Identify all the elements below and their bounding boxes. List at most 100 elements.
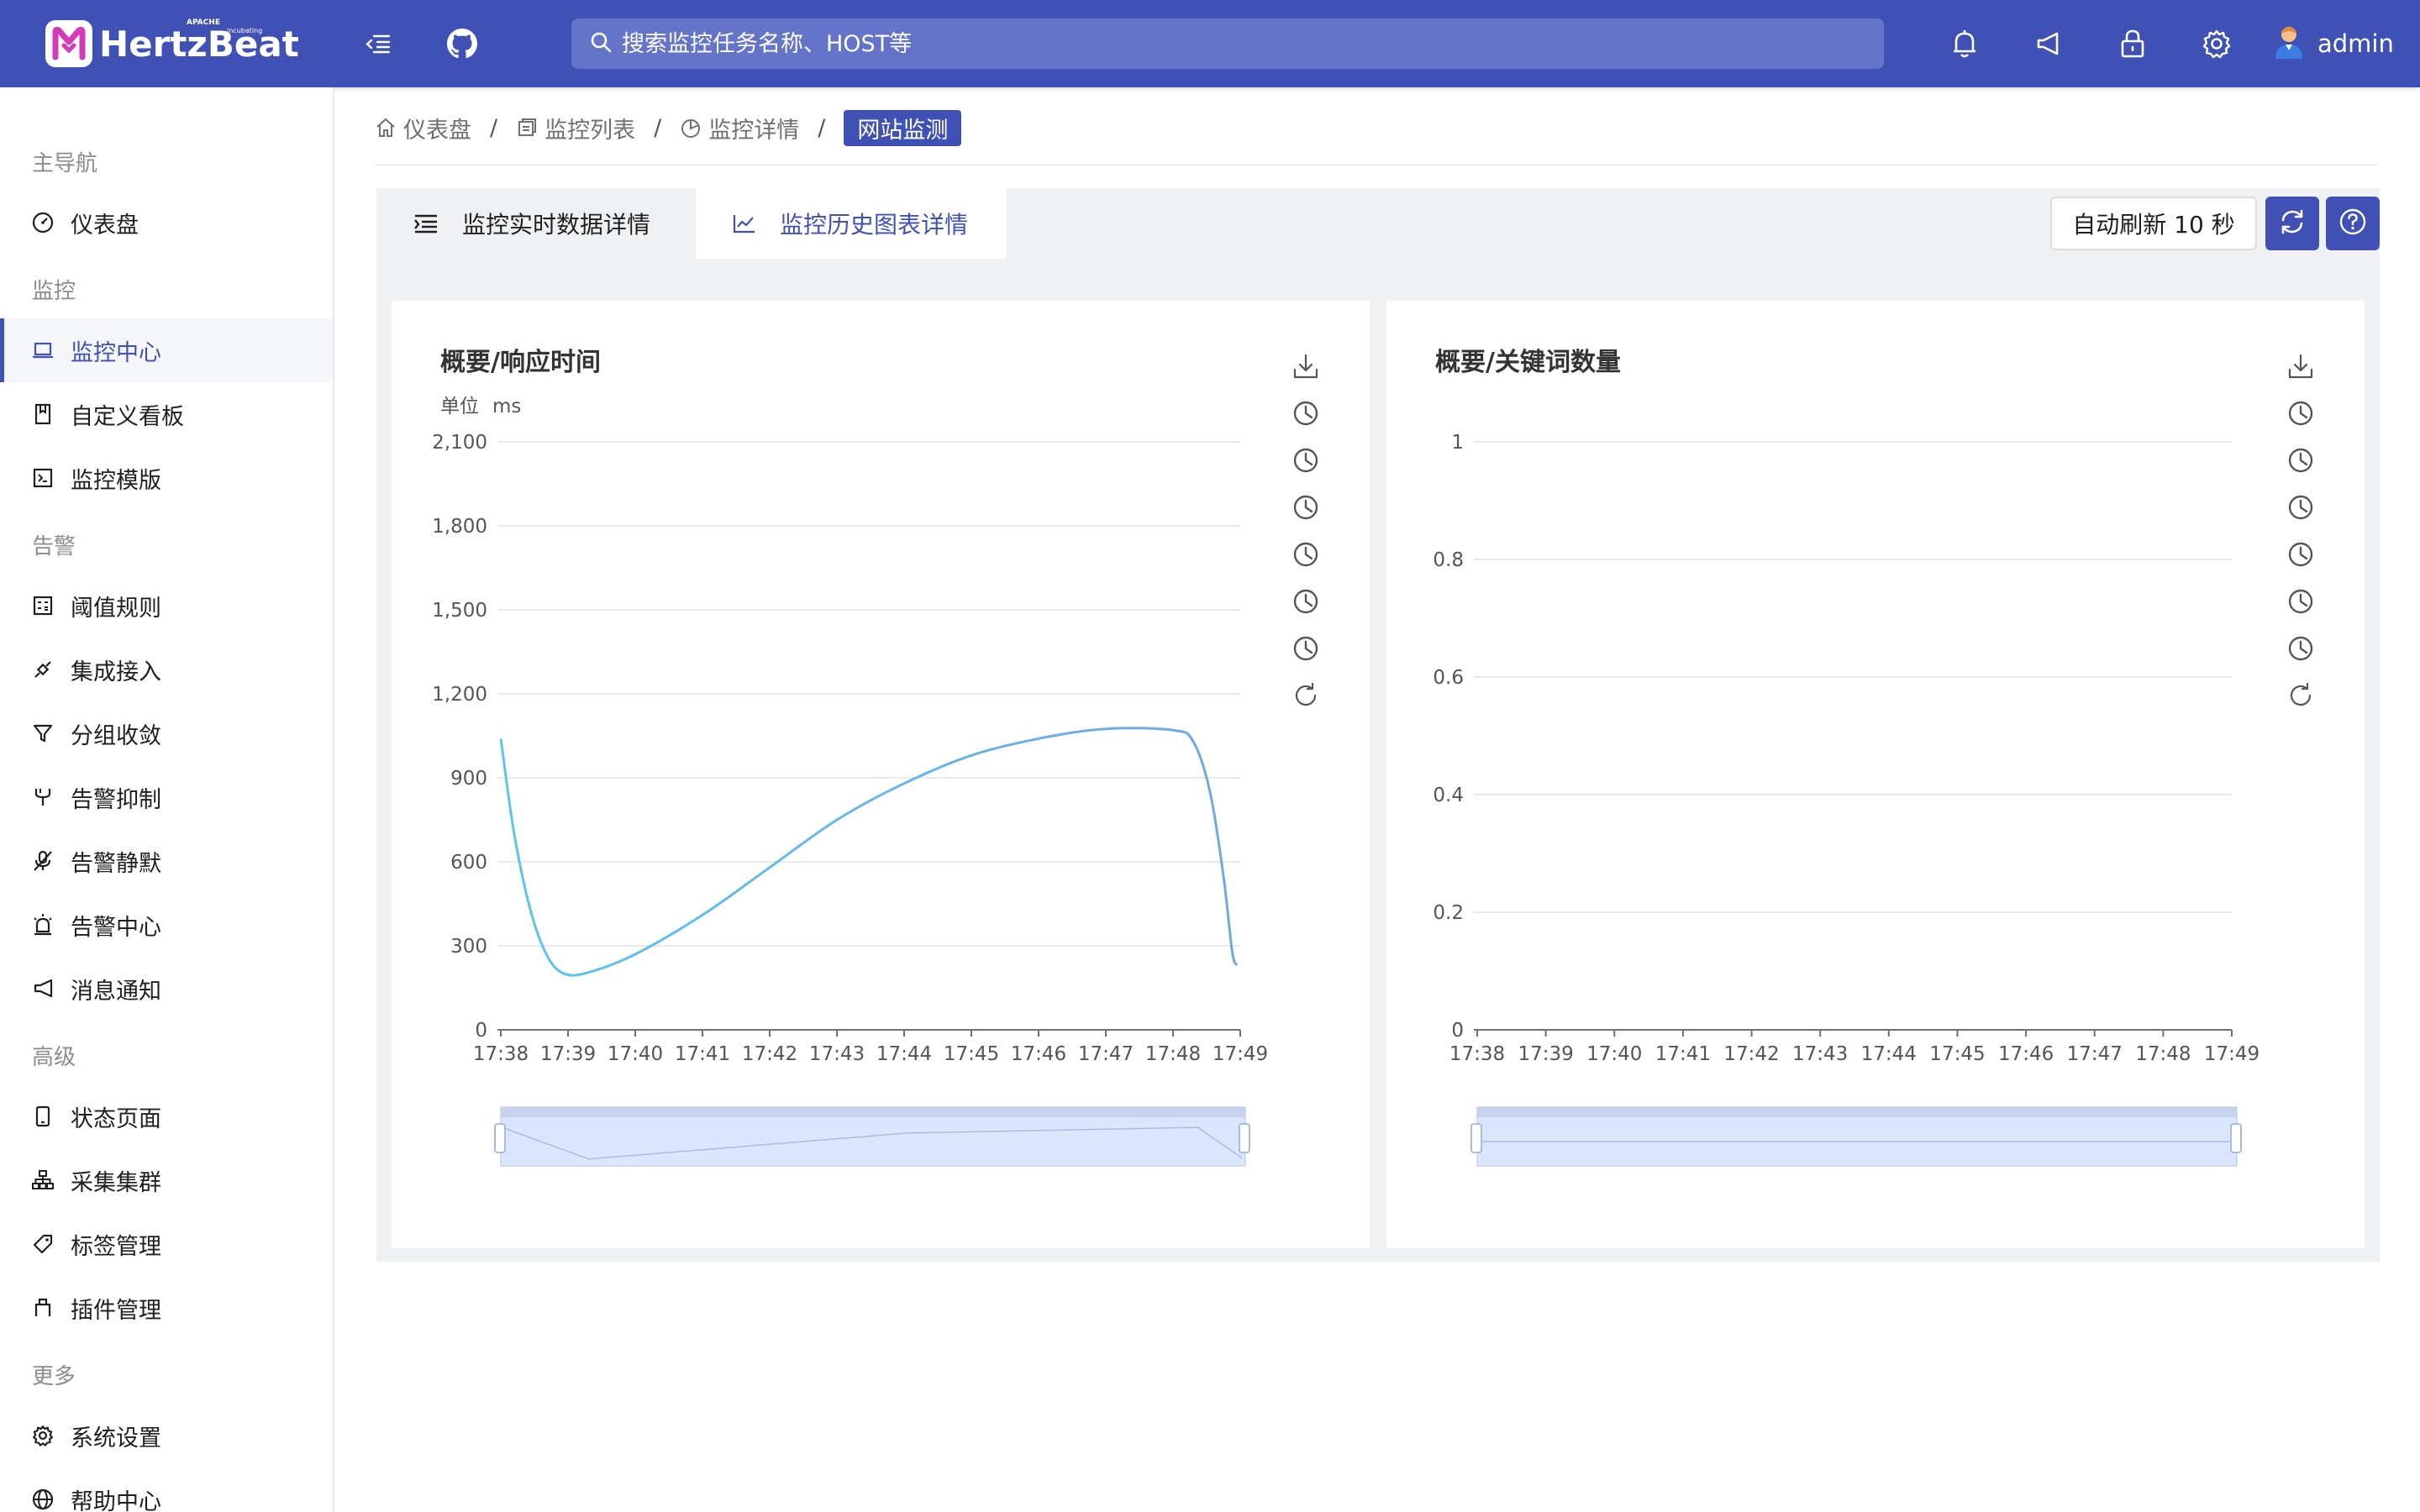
refresh-button[interactable] [2265, 197, 2319, 250]
clock-icon[interactable] [2286, 539, 2316, 570]
breadcrumb-separator: / [490, 114, 498, 141]
x-tick-label: 17:40 [608, 1043, 663, 1065]
x-tick-label: 17:41 [1655, 1043, 1711, 1065]
filter-icon [32, 722, 54, 744]
keyword-count-chart: 0 0.2 0.4 0.6 0.8 1 17:38 17:39 17:40 17:41 17:42 1… [1433, 432, 2260, 1167]
sidebar-item-label: 告警静默 [71, 850, 161, 877]
clock-icon[interactable] [1291, 633, 1321, 664]
datazoom-header[interactable] [501, 1107, 1245, 1117]
sidebar-item-tag-manage[interactable]: 标签管理 [0, 1212, 333, 1276]
sound-icon[interactable] [2030, 25, 2067, 62]
tag-icon [32, 1233, 54, 1255]
x-tick-label: 17:38 [473, 1043, 529, 1065]
nav-group-alert: 告警 [32, 534, 76, 559]
sidebar-item-group-converge[interactable]: 分组收敛 [0, 701, 333, 765]
x-tick-label: 17:40 [1586, 1043, 1642, 1065]
clock-icon[interactable] [2286, 633, 2316, 664]
clock-icon[interactable] [1291, 445, 1321, 475]
sidebar-item-label: 监控中心 [71, 339, 161, 366]
chart-unit: 单位 ms [440, 390, 521, 418]
sidebar-item-collector-cluster[interactable]: 采集集群 [0, 1148, 333, 1212]
logo[interactable]: HertzBeat [45, 18, 299, 69]
sidebar-item-status-page[interactable]: 状态页面 [0, 1084, 333, 1148]
tab-label: 监控实时数据详情 [462, 211, 651, 239]
setting-icon [32, 1425, 54, 1446]
datazoom-handle-right[interactable] [2230, 1123, 2242, 1153]
github-icon[interactable] [444, 25, 481, 62]
breadcrumb-current: 网站监测 [844, 109, 962, 146]
sidebar-item-notification[interactable]: 消息通知 [0, 957, 333, 1021]
plugin-icon [32, 1297, 54, 1319]
x-tick-label: 17:43 [1792, 1043, 1848, 1065]
tab-history-chart[interactable]: 监控历史图表详情 [696, 188, 1007, 259]
datazoom-handle-right[interactable] [1239, 1123, 1250, 1153]
y-tick-label: 0.8 [1433, 549, 1464, 571]
datazoom-header[interactable] [1477, 1107, 2237, 1117]
sidebar-item-custom-board[interactable]: 自定义看板 [0, 382, 333, 446]
x-tick-label: 17:43 [809, 1043, 865, 1065]
tab-bar: 监控实时数据详情 监控历史图表详情 [376, 188, 1007, 259]
clock-icon[interactable] [1291, 586, 1321, 617]
y-tick-label: 300 [450, 936, 487, 958]
datazoom-handle-left[interactable] [1470, 1123, 1482, 1153]
sidebar-item-label: 分组收敛 [71, 722, 161, 749]
help-button[interactable] [2326, 197, 2380, 250]
sidebar-item-threshold-rules[interactable]: 阈值规则 [0, 574, 333, 638]
reload-icon[interactable] [2286, 680, 2316, 711]
menu-fold-icon[interactable] [360, 25, 397, 62]
sidebar-item-monitor-template[interactable]: 监控模版 [0, 446, 333, 510]
sidebar-item-help-center[interactable]: 帮助中心 [0, 1467, 333, 1512]
sidebar-item-monitor-center[interactable]: 监控中心 [0, 318, 333, 382]
user-menu[interactable]: admin [2274, 24, 2394, 64]
bell-icon[interactable] [1946, 25, 1983, 62]
sidebar-item-dashboard[interactable]: 仪表盘 [0, 191, 333, 255]
clock-icon[interactable] [2286, 492, 2316, 522]
auto-refresh-button[interactable]: 自动刷新 10 秒 [2050, 197, 2257, 250]
clock-icon[interactable] [1291, 398, 1321, 428]
sidebar-item-label: 状态页面 [71, 1105, 161, 1132]
x-tick-label: 17:49 [2204, 1043, 2260, 1065]
sidebar-item-system-settings[interactable]: 系统设置 [0, 1404, 333, 1467]
sidebar-item-alert-center[interactable]: 告警中心 [0, 893, 333, 957]
x-tick-label: 17:44 [1861, 1043, 1917, 1065]
fork-icon [32, 786, 54, 808]
x-tick-label: 17:44 [876, 1043, 932, 1065]
sidebar-item-label: 采集集群 [71, 1169, 161, 1196]
breadcrumb-monitor-detail[interactable]: 监控详情 [680, 112, 799, 144]
reload-icon[interactable] [1291, 680, 1321, 711]
x-tick-label: 17:42 [742, 1043, 797, 1065]
sidebar-item-label: 插件管理 [71, 1297, 161, 1324]
chart-toolbox [1291, 351, 1328, 727]
breadcrumb-label: 仪表盘 [403, 117, 471, 144]
y-tick-label: 0.2 [1433, 902, 1464, 924]
sidebar-item-label: 标签管理 [71, 1233, 161, 1260]
clock-icon[interactable] [2286, 586, 2316, 617]
sidebar-item-alert-silence[interactable]: 告警静默 [0, 829, 333, 893]
cluster-icon [32, 1169, 54, 1191]
audio-muted-icon [32, 850, 54, 872]
alert-icon [32, 914, 54, 936]
breadcrumb-monitor-list[interactable]: 监控列表 [516, 112, 635, 144]
x-tick-label: 17:48 [2135, 1043, 2191, 1065]
download-icon[interactable] [1291, 351, 1321, 381]
line-chart-icon [733, 213, 756, 234]
sidebar-item-plugin-manage[interactable]: 插件管理 [0, 1276, 333, 1340]
lock-icon[interactable] [2114, 25, 2151, 62]
clock-icon[interactable] [2286, 398, 2316, 428]
tab-realtime-data[interactable]: 监控实时数据详情 [376, 188, 691, 259]
search-input[interactable] [622, 30, 1798, 57]
datazoom-handle-left[interactable] [494, 1123, 506, 1153]
sidebar-item-integration[interactable]: 集成接入 [0, 638, 333, 701]
brand-name: HertzBeat [99, 23, 299, 65]
x-tick-label: 17:46 [1011, 1043, 1066, 1065]
clock-icon[interactable] [1291, 539, 1321, 570]
avatar-icon [2274, 25, 2304, 62]
clock-icon[interactable] [1291, 492, 1321, 522]
download-icon[interactable] [2286, 351, 2316, 381]
gear-icon[interactable] [2198, 25, 2235, 62]
x-tick-label: 17:39 [540, 1043, 596, 1065]
search-bar[interactable] [571, 18, 1884, 69]
clock-icon[interactable] [2286, 445, 2316, 475]
breadcrumb-dashboard[interactable]: 仪表盘 [375, 112, 471, 144]
sidebar-item-alert-inhibit[interactable]: 告警抑制 [0, 765, 333, 829]
